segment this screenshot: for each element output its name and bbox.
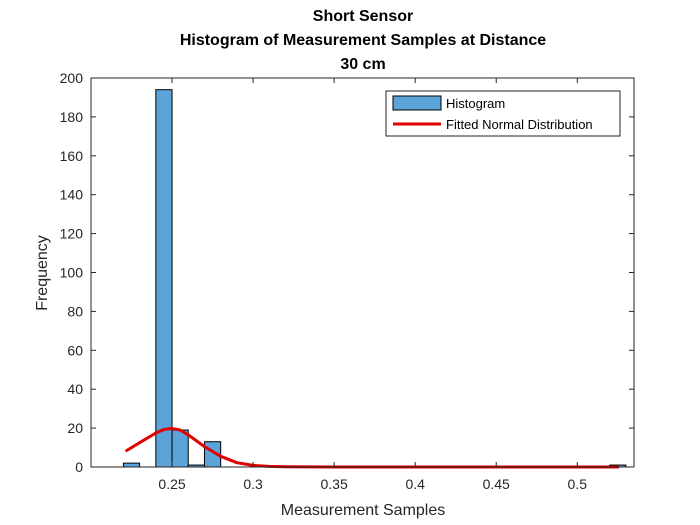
x-tick-label: 0.5: [568, 476, 588, 492]
y-tick-label: 20: [67, 420, 83, 436]
y-tick-label: 80: [67, 303, 83, 319]
y-tick-label: 200: [60, 70, 84, 86]
x-tick-label: 0.35: [321, 476, 348, 492]
x-tick-label: 0.45: [483, 476, 510, 492]
y-tick-label: 140: [60, 187, 84, 203]
x-tick-label: 0.25: [158, 476, 185, 492]
legend: Histogram Fitted Normal Distribution: [385, 90, 621, 137]
chart-title-line-2: Histogram of Measurement Samples at Dist…: [180, 32, 546, 49]
y-tick-label: 60: [67, 342, 83, 358]
y-tick-label: 180: [60, 109, 84, 125]
y-tick-label: 0: [75, 459, 83, 475]
histogram-bar: [122, 462, 141, 468]
chart-title-line-1: Short Sensor: [313, 8, 413, 25]
y-tick-label: 160: [60, 148, 84, 164]
legend-histogram-label: Histogram: [446, 96, 505, 111]
x-axis-label: Measurement Samples: [281, 502, 446, 519]
legend-box: [385, 90, 621, 137]
legend-fitted-normal-label: Fitted Normal Distribution: [446, 117, 593, 132]
plot-area: [91, 78, 634, 467]
y-axis-label: Frequency: [34, 235, 51, 311]
y-tick-label: 120: [60, 226, 84, 242]
y-tick-label: 100: [60, 265, 84, 281]
x-tick-label: 0.4: [405, 476, 425, 492]
histogram-bar: [155, 89, 173, 468]
x-tick-label: 0.3: [243, 476, 263, 492]
legend-histogram-swatch: [392, 95, 442, 111]
y-tick-label: 40: [67, 381, 83, 397]
histogram-bar: [171, 429, 189, 468]
axis-ticks: 0.25 0.3 0.35 0.4 0.45 0.5 0 20 40 60 80 100 120 140 1…: [60, 70, 634, 492]
chart-title-line-3: 30 cm: [340, 56, 385, 73]
